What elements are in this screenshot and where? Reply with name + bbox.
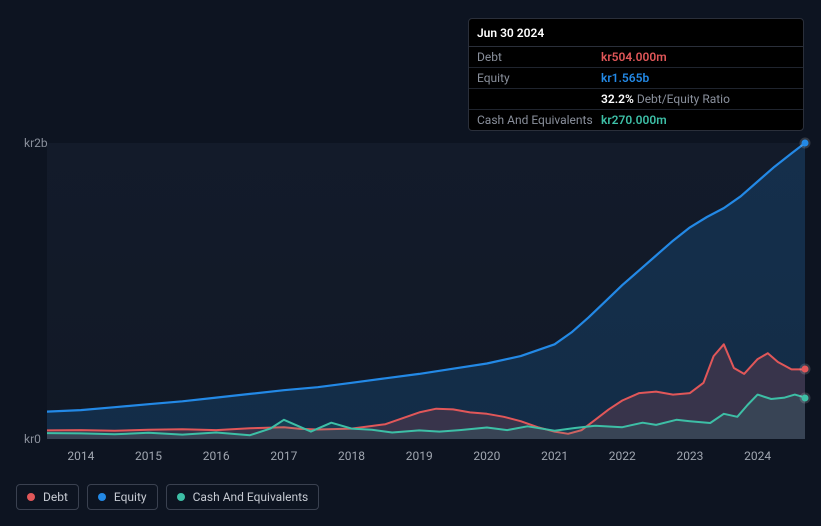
series-end-marker — [802, 366, 809, 373]
legend-dot-icon — [177, 493, 185, 501]
x-axis-label: 2018 — [338, 449, 365, 463]
chart-tooltip: Jun 30 2024 Debtkr504.000mEquitykr1.565b… — [468, 18, 804, 131]
legend-item[interactable]: Debt — [16, 484, 79, 510]
x-axis-label: 2023 — [676, 449, 703, 463]
x-axis-label: 2016 — [203, 449, 230, 463]
tooltip-value: kr1.565b — [601, 71, 649, 85]
x-axis-label: 2014 — [67, 449, 94, 463]
tooltip-label: Cash And Equivalents — [477, 113, 601, 127]
x-axis: 2014 2015 2016 2017 2018 2019 2020 2021 2022 2023… — [47, 449, 805, 465]
y-axis-label: kr0 — [24, 432, 41, 446]
legend-label: Equity — [114, 490, 147, 504]
x-axis-label: 2020 — [473, 449, 500, 463]
series-end-marker — [802, 394, 809, 401]
tooltip-label: Debt — [477, 50, 601, 64]
y-axis-label: kr2b — [24, 136, 48, 150]
x-axis-label: 2015 — [135, 449, 162, 463]
tooltip-value: kr504.000m — [601, 50, 667, 64]
legend-item[interactable]: Cash And Equivalents — [166, 484, 320, 510]
tooltip-row: Equitykr1.565b — [469, 68, 803, 89]
legend-label: Debt — [43, 490, 68, 504]
x-axis-label: 2019 — [406, 449, 433, 463]
x-axis-label: 2022 — [609, 449, 636, 463]
tooltip-value: kr270.000m — [601, 113, 667, 127]
tooltip-value: 32.2% Debt/Equity Ratio — [601, 92, 730, 106]
legend-item[interactable]: Equity — [87, 484, 158, 510]
tooltip-row: 32.2% Debt/Equity Ratio — [469, 89, 803, 110]
plot-area[interactable] — [47, 143, 805, 439]
tooltip-row: Debtkr504.000m — [469, 47, 803, 68]
x-axis-label: 2021 — [541, 449, 568, 463]
legend: Debt Equity Cash And Equivalents — [16, 484, 319, 510]
tooltip-date: Jun 30 2024 — [469, 19, 803, 47]
tooltip-row: Cash And Equivalentskr270.000m — [469, 110, 803, 130]
legend-dot-icon — [98, 493, 106, 501]
chart: kr0 kr2b 2014 2015 2016 2017 2018 2019 2020 2021… — [16, 125, 806, 465]
tooltip-label: Equity — [477, 71, 601, 85]
legend-dot-icon — [27, 493, 35, 501]
legend-label: Cash And Equivalents — [193, 490, 309, 504]
tooltip-label — [477, 92, 601, 106]
series-end-marker — [802, 140, 809, 147]
x-axis-label: 2017 — [270, 449, 297, 463]
x-axis-label: 2024 — [744, 449, 771, 463]
